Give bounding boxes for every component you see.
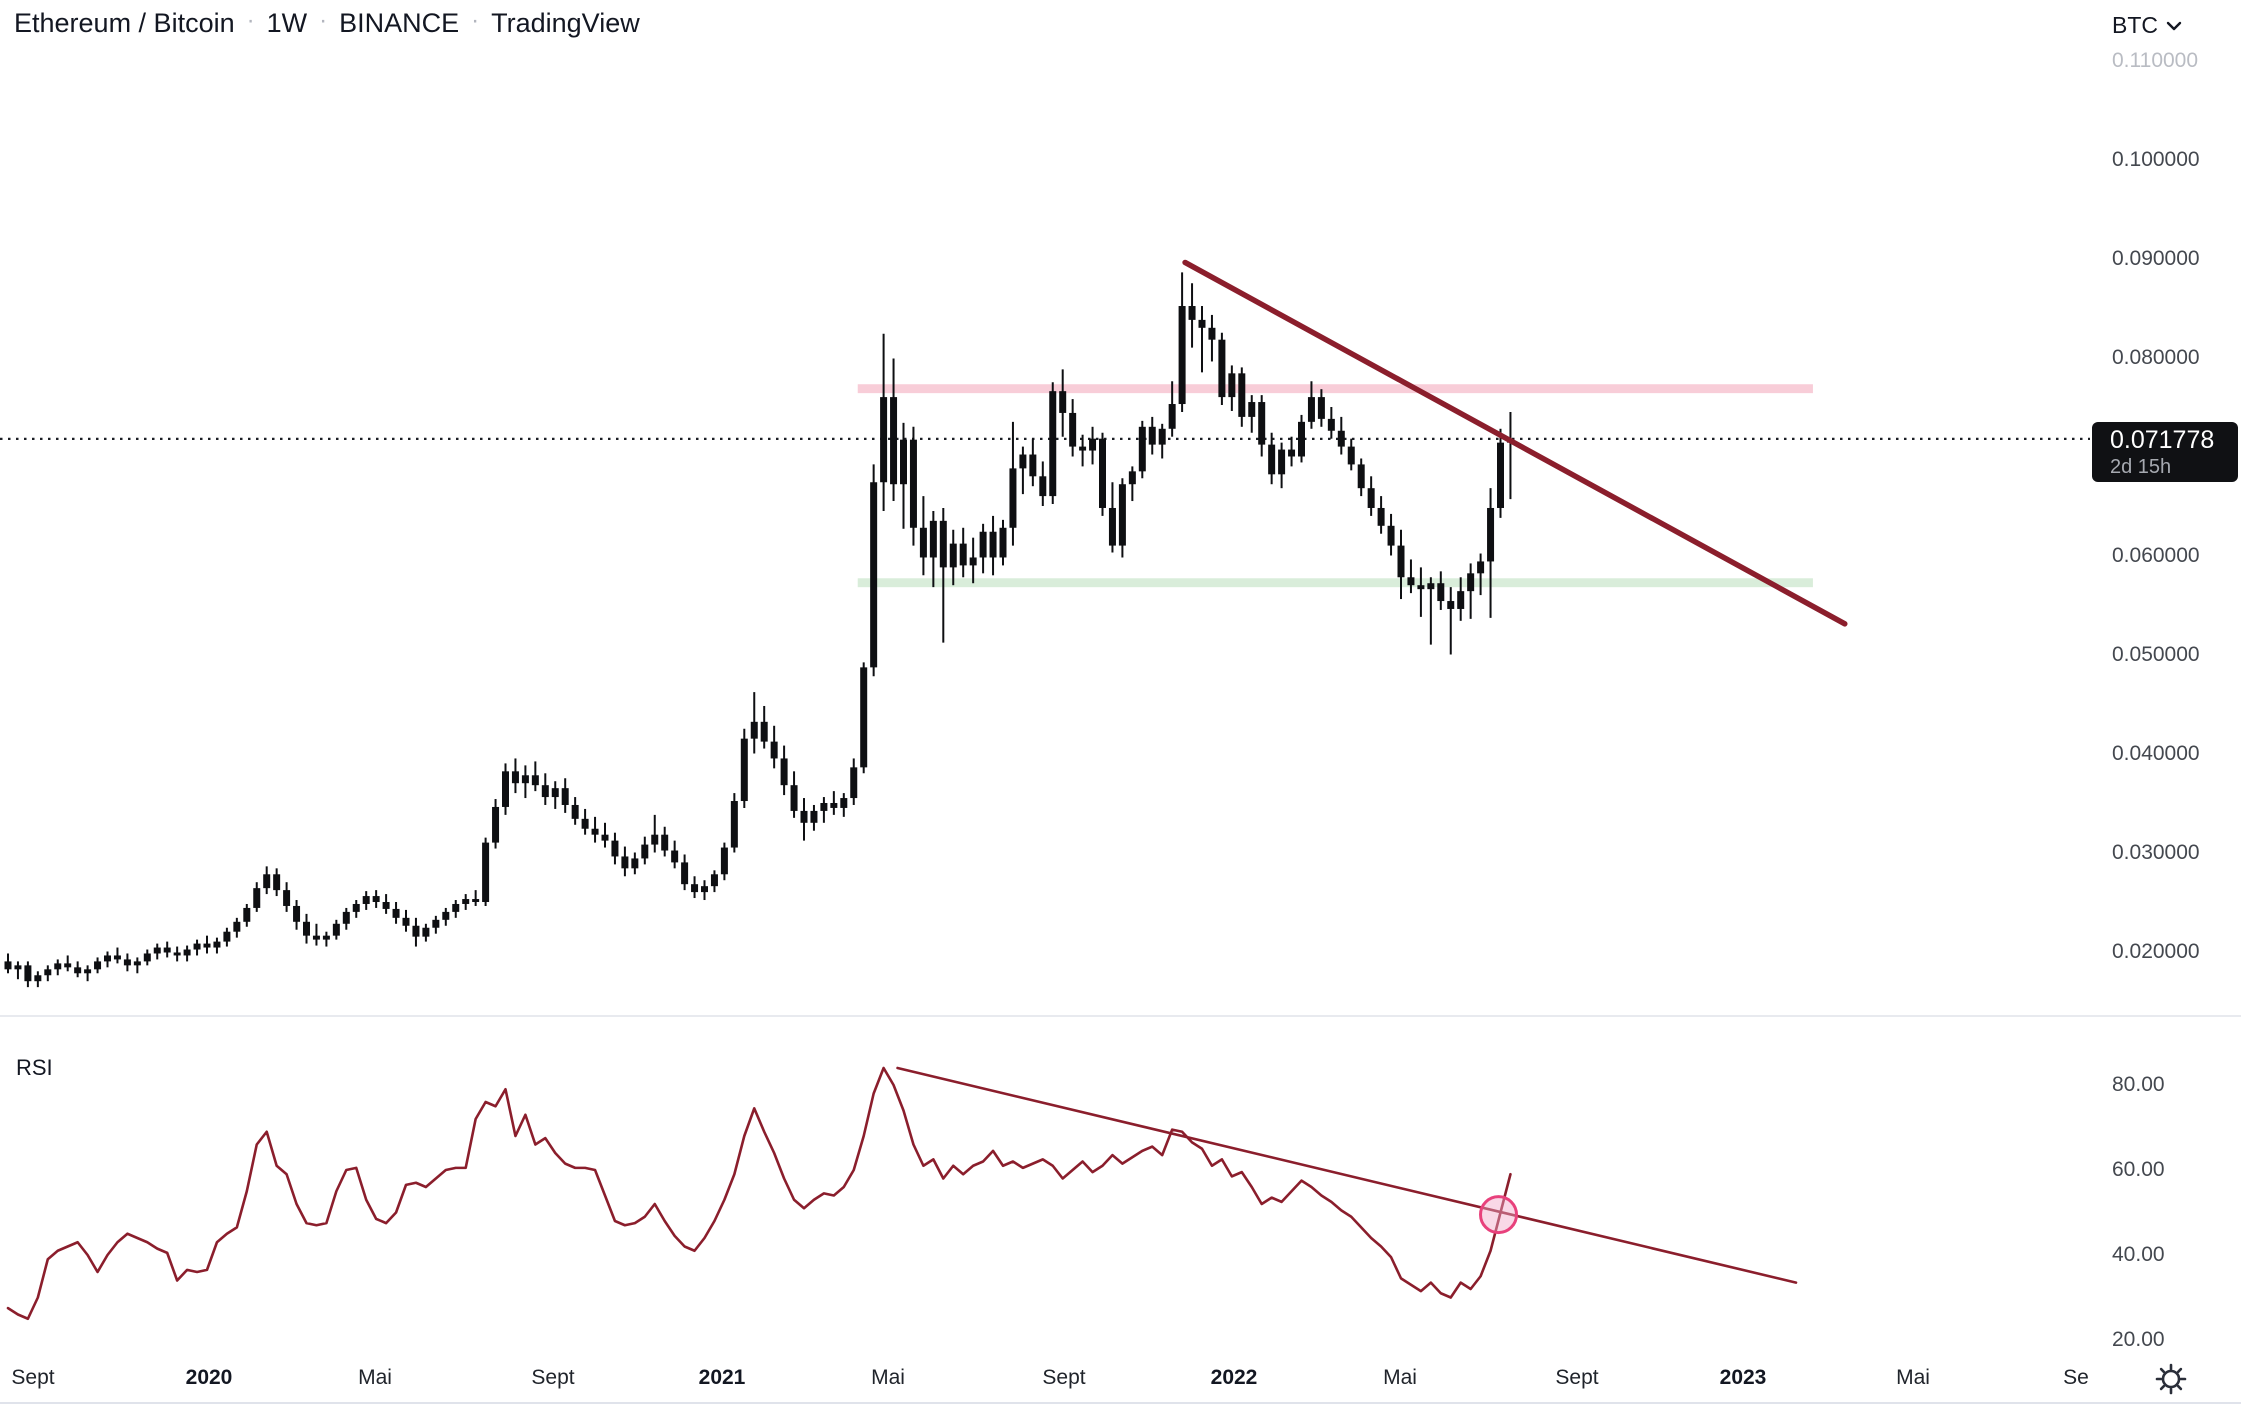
price-tick-label: 0.020000 bbox=[2112, 939, 2200, 963]
descending-trendline[interactable] bbox=[1182, 259, 1848, 627]
time-tick-label: Mai bbox=[1383, 1366, 1417, 1389]
time-tick-label: Se bbox=[2063, 1366, 2089, 1389]
current-price-value: 0.071778 bbox=[2110, 426, 2215, 454]
time-tick-label: 2022 bbox=[1210, 1366, 1258, 1389]
gear-icon[interactable] bbox=[2152, 1360, 2190, 1398]
time-tick-label: Sept bbox=[531, 1366, 575, 1389]
time-tick-label: Mai bbox=[358, 1366, 392, 1389]
bottom-border bbox=[0, 1402, 2241, 1404]
platform-label: TradingView bbox=[491, 8, 640, 38]
interval-label[interactable]: 1W bbox=[266, 8, 308, 38]
title-separator: · bbox=[471, 7, 480, 34]
rsi-line bbox=[6, 1066, 1512, 1321]
resistance-zone[interactable] bbox=[857, 384, 1813, 394]
time-tick-label: Mai bbox=[1896, 1366, 1930, 1389]
rsi-tick-label: 40.00 bbox=[2112, 1243, 2165, 1266]
price-tick-label: 0.110000 bbox=[2112, 48, 2199, 72]
time-tick-label: Sept bbox=[1042, 1366, 1086, 1389]
title-separator: · bbox=[246, 7, 255, 34]
price-tick-label: 0.080000 bbox=[2112, 345, 2200, 369]
current-price-label: 0.071778 2d 15h bbox=[2092, 422, 2238, 482]
rsi-trendline[interactable] bbox=[896, 1066, 1798, 1284]
price-tick-label: 0.050000 bbox=[2112, 642, 2200, 666]
support-zone[interactable] bbox=[857, 578, 1813, 588]
exchange-label[interactable]: BINANCE bbox=[339, 8, 460, 38]
rsi-tick-label: 60.00 bbox=[2112, 1158, 2165, 1181]
price-tick-label: 0.060000 bbox=[2112, 543, 2200, 567]
pane-separator[interactable] bbox=[0, 1015, 2241, 1017]
price-tick-label: 0.100000 bbox=[2112, 147, 2200, 171]
rsi-tick-label: 80.00 bbox=[2112, 1073, 2165, 1096]
unit-selector[interactable]: BTC bbox=[2112, 12, 2182, 39]
candle-countdown: 2d 15h bbox=[2110, 456, 2172, 478]
price-tick-label: 0.030000 bbox=[2112, 840, 2200, 864]
chart-legend: Ethereum / Bitcoin · 1W · BINANCE · Trad… bbox=[14, 7, 640, 39]
time-tick-label: 2023 bbox=[1719, 1366, 1767, 1389]
time-tick-label: Sept bbox=[11, 1366, 55, 1389]
title-separator: · bbox=[319, 7, 328, 34]
time-tick-label: Mai bbox=[871, 1366, 905, 1389]
rsi-tick-label: 20.00 bbox=[2112, 1328, 2165, 1351]
price-tick-label: 0.090000 bbox=[2112, 246, 2200, 270]
time-tick-label: 2020 bbox=[185, 1366, 233, 1389]
candlestick-series bbox=[4, 272, 1514, 988]
rsi-breakout-circle[interactable] bbox=[1479, 1195, 1519, 1235]
chevron-down-icon bbox=[2166, 21, 2182, 30]
time-tick-label: 2021 bbox=[698, 1366, 746, 1389]
unit-label: BTC bbox=[2112, 12, 2158, 38]
rsi-indicator-label[interactable]: RSI bbox=[16, 1055, 53, 1080]
symbol-title[interactable]: Ethereum / Bitcoin bbox=[14, 8, 235, 38]
price-tick-label: 0.040000 bbox=[2112, 741, 2200, 765]
time-tick-label: Sept bbox=[1555, 1366, 1599, 1389]
